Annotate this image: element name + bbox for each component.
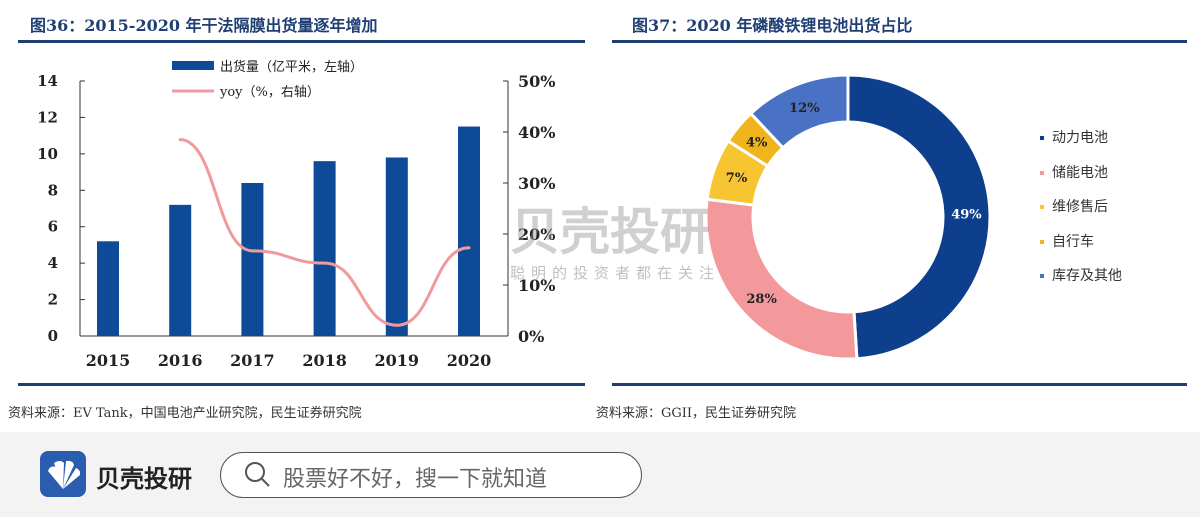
left-tick-label: 0 <box>48 327 58 345</box>
left-tick-label: 14 <box>37 72 58 90</box>
bottom-rule <box>612 383 1187 386</box>
legend-dot <box>1040 170 1044 175</box>
slice-1 <box>704 197 859 361</box>
slice-label: 7% <box>726 171 748 186</box>
search-input[interactable]: 股票好不好，搜一下就知道 <box>220 452 642 498</box>
source-37: 资料来源：GGII，民生证券研究院 <box>596 406 797 421</box>
x-tick-label: 2015 <box>86 351 131 370</box>
left-tick-label: 12 <box>37 108 58 126</box>
left-tick-label: 6 <box>48 218 58 236</box>
left-tick-label: 2 <box>48 291 58 309</box>
yoy-point <box>395 323 399 327</box>
bar-2018 <box>313 161 336 336</box>
slice-label: 28% <box>746 292 777 307</box>
legend-bar-label: 出货量（亿平米，左轴） <box>220 59 363 75</box>
yoy-point <box>467 246 471 250</box>
yoy-point <box>250 249 254 253</box>
slice-4 <box>748 73 850 150</box>
legend-dot <box>1040 136 1044 140</box>
chart36-title: 图36：2015-2020 年干法隔膜出货量逐年增加 <box>30 16 378 35</box>
title-rule <box>612 40 1187 43</box>
legend-dot <box>1040 274 1044 278</box>
right-tick-label: 50% <box>518 72 555 91</box>
legend-dot <box>1040 205 1044 209</box>
title-rule <box>18 40 585 43</box>
brand-logo[interactable] <box>40 451 86 497</box>
left-tick-label: 8 <box>48 181 58 199</box>
search-icon <box>245 462 270 487</box>
x-tick-label: 2020 <box>447 351 492 370</box>
left-tick-label: 10 <box>37 145 58 163</box>
charts-svg: 0 2 4 6 8 10 12 14 0% 10% 20% 30% 40% 50% 2015 2016 2017… <box>37 59 992 370</box>
right-tick-label: 40% <box>518 123 555 142</box>
shell-icon <box>48 460 81 489</box>
legend-item: 动力电池 <box>1040 127 1108 147</box>
x-tick-label: 2018 <box>302 351 347 370</box>
watermark-slogan: 聪明的投资者都在关注 <box>510 264 721 282</box>
bar-2017 <box>241 183 264 336</box>
legend-item: 库存及其他 <box>1040 265 1122 285</box>
legend-line-label: yoy（%，右轴） <box>219 85 320 100</box>
legend-item: 维修售后 <box>1040 196 1108 216</box>
legend-dot <box>1040 239 1044 244</box>
x-tick-label: 2016 <box>158 351 203 370</box>
chart37-title: 图37：2020 年磷酸铁锂电池出货占比 <box>632 16 913 35</box>
bar-2015 <box>97 241 119 336</box>
slice-0 <box>846 73 992 361</box>
bottom-rule <box>18 383 585 386</box>
legend-item: 储能电池 <box>1040 162 1108 182</box>
bar-2019 <box>385 157 408 336</box>
legend-item: 自行车 <box>1040 231 1094 251</box>
legend-label: 自行车 <box>1052 233 1094 250</box>
watermark: 贝壳投研 <box>510 203 710 261</box>
left-tick-label: 4 <box>48 254 58 272</box>
legend-label: 储能电池 <box>1052 164 1108 181</box>
legend-label: 维修售后 <box>1052 199 1108 215</box>
slice-label: 12% <box>789 101 820 116</box>
right-tick-label: 0% <box>518 327 544 346</box>
x-tick-label: 2017 <box>230 351 275 370</box>
source-36: 资料来源：EV Tank，中国电池产业研究院，民生证券研究院 <box>8 406 362 421</box>
bar-2016 <box>169 204 192 336</box>
brand-name: 贝壳投研 <box>96 465 192 493</box>
bar-2020 <box>458 126 480 337</box>
yoy-point <box>323 261 327 265</box>
right-tick-label: 10% <box>518 276 555 295</box>
legend-label: 动力电池 <box>1052 130 1108 146</box>
slice-label: 49% <box>951 207 982 222</box>
search-placeholder: 股票好不好，搜一下就知道 <box>283 467 548 492</box>
right-tick-label: 20% <box>518 225 555 244</box>
x-tick-label: 2019 <box>375 351 420 370</box>
right-tick-label: 30% <box>518 174 555 193</box>
legend-label: 库存及其他 <box>1052 268 1122 284</box>
legend-bar-swatch <box>172 61 214 70</box>
yoy-point <box>178 138 182 142</box>
slice-label: 4% <box>746 135 768 150</box>
